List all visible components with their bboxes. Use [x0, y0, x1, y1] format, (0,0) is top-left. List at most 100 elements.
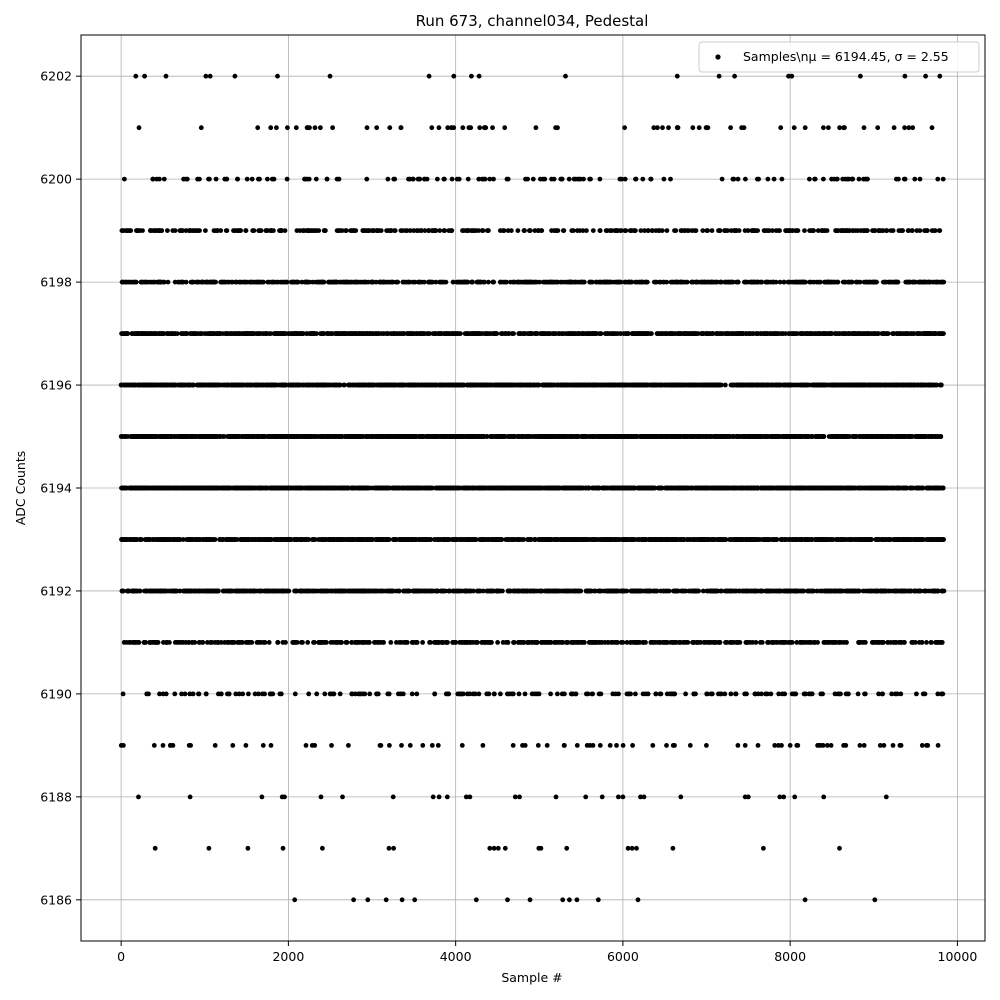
- data-point: [536, 537, 542, 542]
- data-point: [605, 537, 610, 542]
- data-point: [828, 640, 834, 645]
- data-point: [843, 485, 849, 491]
- data-point: [281, 485, 287, 491]
- data-point: [589, 588, 594, 594]
- data-point: [690, 640, 696, 645]
- data-point: [599, 794, 605, 800]
- data-point: [441, 485, 447, 491]
- data-point: [879, 691, 885, 697]
- data-point: [777, 794, 783, 800]
- data-point: [496, 485, 501, 491]
- data-point: [327, 537, 333, 542]
- data-point: [753, 588, 758, 594]
- data-point: [630, 743, 635, 748]
- data-point: [755, 743, 761, 748]
- data-point: [534, 640, 540, 645]
- data-point: [622, 588, 628, 594]
- data-point: [928, 640, 934, 645]
- data-point: [131, 485, 137, 491]
- data-point: [187, 691, 193, 697]
- data-point: [390, 794, 396, 800]
- data-point: [862, 537, 867, 542]
- data-point: [480, 588, 486, 594]
- data-point: [670, 537, 676, 542]
- data-point: [613, 537, 619, 542]
- data-point: [264, 537, 270, 542]
- data-point: [735, 743, 741, 748]
- data-point: [268, 743, 274, 748]
- data-point: [635, 897, 641, 903]
- data-point: [833, 588, 839, 594]
- data-point: [494, 588, 499, 594]
- data-point: [934, 640, 940, 645]
- data-point: [925, 743, 931, 748]
- data-point: [769, 485, 775, 491]
- data-point: [845, 588, 851, 594]
- data-point: [597, 743, 603, 748]
- data-point: [354, 640, 359, 645]
- data-point: [214, 588, 220, 594]
- data-point: [252, 691, 258, 697]
- data-point: [583, 588, 589, 594]
- data-point: [789, 640, 794, 645]
- data-point: [911, 537, 917, 542]
- data-point: [895, 537, 900, 542]
- data-point: [236, 691, 242, 697]
- data-point: [163, 691, 169, 697]
- data-point: [318, 588, 324, 594]
- data-point: [899, 640, 905, 645]
- data-point: [658, 537, 663, 542]
- data-point: [177, 588, 183, 594]
- data-point: [349, 640, 354, 645]
- data-point: [715, 588, 720, 594]
- data-point: [763, 588, 768, 594]
- data-point: [828, 743, 834, 748]
- data-point: [809, 537, 814, 542]
- data-point: [559, 640, 564, 645]
- data-point: [400, 691, 406, 697]
- data-point: [810, 588, 816, 594]
- data-point: [519, 588, 525, 594]
- data-point: [292, 640, 298, 645]
- data-point: [631, 537, 637, 542]
- data-point: [137, 588, 143, 594]
- data-point: [172, 588, 178, 594]
- data-point: [781, 485, 787, 491]
- data-point: [299, 588, 305, 594]
- data-points: [118, 73, 947, 903]
- data-point: [460, 537, 466, 542]
- data-point: [256, 691, 261, 697]
- data-point: [739, 485, 745, 491]
- data-point: [410, 588, 416, 594]
- data-point: [440, 640, 446, 645]
- data-point: [459, 640, 465, 645]
- data-point: [620, 537, 626, 542]
- data-point: [910, 640, 915, 645]
- data-point: [843, 640, 849, 645]
- data-point: [475, 588, 480, 594]
- data-point: [722, 588, 728, 594]
- data-point: [331, 691, 337, 697]
- data-point: [820, 691, 825, 697]
- data-point: [463, 794, 469, 800]
- data-point: [650, 743, 656, 748]
- data-point: [188, 743, 194, 748]
- data-point: [500, 588, 505, 594]
- data-point: [350, 485, 355, 491]
- data-point: [274, 588, 280, 594]
- data-point: [855, 691, 861, 697]
- data-point: [479, 537, 485, 542]
- data-point: [212, 640, 218, 645]
- data-point: [614, 743, 619, 748]
- data-point: [386, 845, 392, 851]
- data-point: [709, 691, 715, 697]
- data-point: [205, 640, 210, 645]
- data-point: [633, 691, 638, 697]
- data-point: [394, 640, 399, 645]
- data-point: [338, 485, 344, 491]
- data-point: [924, 537, 930, 542]
- data-point: [152, 845, 158, 851]
- data-point: [694, 640, 700, 645]
- data-point: [646, 485, 652, 491]
- data-point: [818, 588, 823, 594]
